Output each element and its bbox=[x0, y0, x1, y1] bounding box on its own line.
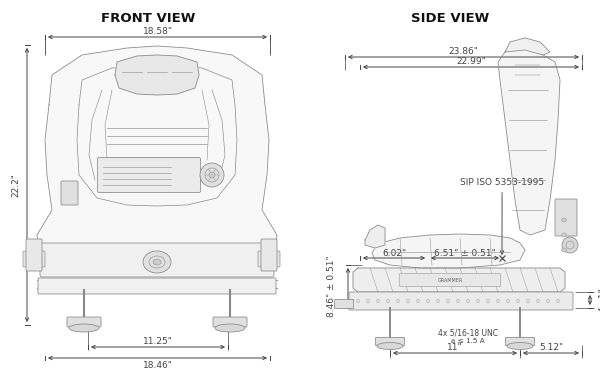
Text: 18.46": 18.46" bbox=[143, 361, 172, 370]
Polygon shape bbox=[365, 225, 385, 248]
Ellipse shape bbox=[377, 299, 380, 303]
Ellipse shape bbox=[557, 299, 560, 303]
FancyBboxPatch shape bbox=[335, 299, 353, 308]
Ellipse shape bbox=[367, 299, 370, 303]
Ellipse shape bbox=[497, 299, 499, 303]
Ellipse shape bbox=[143, 251, 171, 273]
FancyBboxPatch shape bbox=[40, 243, 274, 277]
Ellipse shape bbox=[427, 299, 430, 303]
FancyBboxPatch shape bbox=[261, 239, 277, 271]
Ellipse shape bbox=[562, 237, 578, 253]
FancyBboxPatch shape bbox=[349, 292, 573, 310]
Text: SIP ISO 5353-1995: SIP ISO 5353-1995 bbox=[460, 178, 544, 254]
Ellipse shape bbox=[506, 299, 509, 303]
Ellipse shape bbox=[527, 299, 530, 303]
FancyBboxPatch shape bbox=[213, 317, 247, 327]
Ellipse shape bbox=[467, 299, 470, 303]
Polygon shape bbox=[353, 268, 565, 292]
Ellipse shape bbox=[562, 248, 566, 252]
Ellipse shape bbox=[562, 218, 566, 222]
Polygon shape bbox=[498, 48, 560, 235]
Ellipse shape bbox=[209, 172, 215, 178]
Ellipse shape bbox=[200, 163, 224, 187]
Text: FRONT VIEW: FRONT VIEW bbox=[101, 11, 195, 25]
Text: 8.46" ± 0.51": 8.46" ± 0.51" bbox=[328, 256, 337, 317]
Ellipse shape bbox=[517, 299, 520, 303]
Ellipse shape bbox=[547, 299, 550, 303]
Polygon shape bbox=[37, 46, 277, 272]
FancyBboxPatch shape bbox=[505, 338, 535, 345]
Ellipse shape bbox=[153, 259, 161, 265]
Ellipse shape bbox=[377, 342, 403, 350]
FancyBboxPatch shape bbox=[258, 251, 280, 267]
Text: 18.58": 18.58" bbox=[143, 28, 173, 37]
Polygon shape bbox=[372, 234, 525, 268]
Polygon shape bbox=[115, 55, 199, 95]
Ellipse shape bbox=[536, 299, 539, 303]
Ellipse shape bbox=[416, 299, 419, 303]
Ellipse shape bbox=[215, 324, 245, 332]
Ellipse shape bbox=[562, 233, 566, 237]
Ellipse shape bbox=[386, 299, 389, 303]
Ellipse shape bbox=[457, 299, 460, 303]
Text: GRAMMER: GRAMMER bbox=[437, 277, 463, 282]
Polygon shape bbox=[505, 38, 550, 55]
Text: 22.99": 22.99" bbox=[456, 57, 486, 67]
FancyBboxPatch shape bbox=[67, 317, 101, 327]
Text: 5.12": 5.12" bbox=[539, 344, 563, 353]
Text: 6.02": 6.02" bbox=[382, 248, 406, 257]
Text: ⌀ ≤ 1.5 A: ⌀ ≤ 1.5 A bbox=[451, 338, 485, 344]
Text: 6.51" ± 0.51": 6.51" ± 0.51" bbox=[434, 248, 496, 257]
FancyBboxPatch shape bbox=[23, 251, 45, 267]
Ellipse shape bbox=[437, 299, 439, 303]
Ellipse shape bbox=[446, 299, 449, 303]
Text: 11.25": 11.25" bbox=[143, 338, 173, 347]
Text: 22.2": 22.2" bbox=[11, 173, 20, 197]
Ellipse shape bbox=[507, 342, 533, 350]
FancyBboxPatch shape bbox=[38, 278, 276, 294]
Ellipse shape bbox=[356, 299, 359, 303]
FancyBboxPatch shape bbox=[97, 158, 200, 192]
Text: SIDE VIEW: SIDE VIEW bbox=[411, 11, 489, 25]
Ellipse shape bbox=[476, 299, 479, 303]
Ellipse shape bbox=[487, 299, 490, 303]
Text: 11": 11" bbox=[447, 344, 463, 353]
Ellipse shape bbox=[69, 324, 99, 332]
FancyBboxPatch shape bbox=[555, 199, 577, 236]
Ellipse shape bbox=[407, 299, 409, 303]
FancyBboxPatch shape bbox=[61, 181, 78, 205]
Text: 4x 5/16-18 UNC: 4x 5/16-18 UNC bbox=[438, 328, 498, 338]
FancyBboxPatch shape bbox=[400, 274, 500, 287]
FancyBboxPatch shape bbox=[376, 338, 404, 345]
Ellipse shape bbox=[397, 299, 400, 303]
Text: 23.86": 23.86" bbox=[449, 48, 478, 56]
FancyBboxPatch shape bbox=[26, 239, 42, 271]
